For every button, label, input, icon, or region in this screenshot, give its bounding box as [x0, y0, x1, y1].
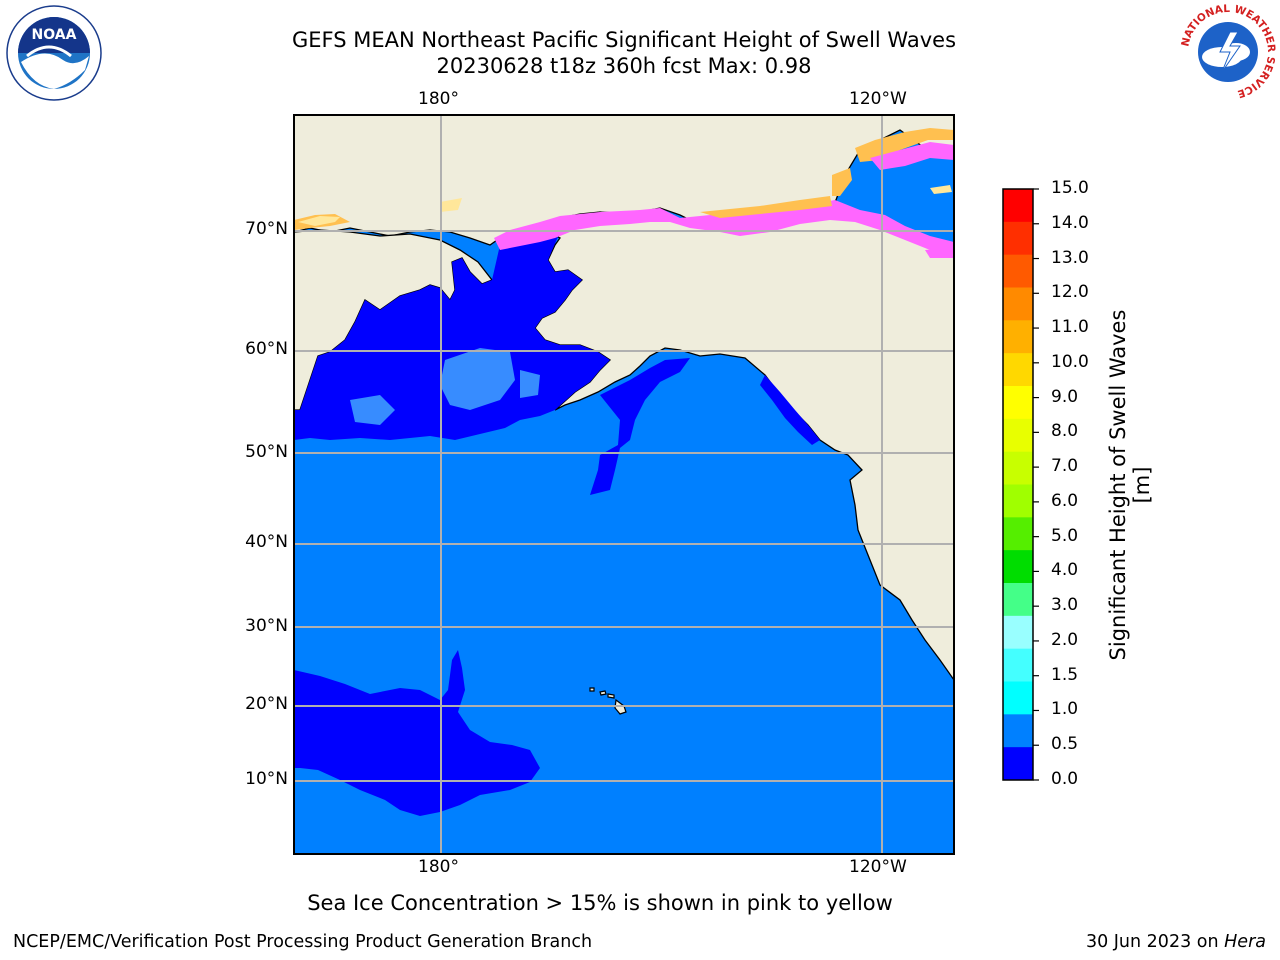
colorbar-frame	[1002, 188, 1034, 781]
colorbar-segment	[1003, 615, 1033, 650]
lat-label: 60°N	[245, 339, 288, 359]
colorbar-tick-label: 13.0	[1051, 247, 1089, 268]
lon-label-top: 180°	[418, 89, 459, 109]
colorbar-tick-label: 3.0	[1051, 595, 1079, 616]
date-machine: Hera	[1224, 932, 1266, 952]
chart-subtitle: 20230628 t18z 360h fcst Max: 0.98	[436, 54, 812, 78]
colorbar-segment	[1003, 287, 1033, 321]
chart-title: GEFS MEAN Northeast Pacific Significant …	[291, 28, 957, 52]
tropical-low	[294, 650, 540, 816]
colorbar-segment	[1003, 714, 1033, 748]
sea-light-patches	[350, 348, 540, 425]
sea-ice-pink-north	[870, 142, 954, 258]
colorbar-tick-label: 1.0	[1051, 699, 1079, 720]
colorbar-tick-label: 4.0	[1051, 560, 1079, 581]
credit-text: NCEP/EMC/Verification Post Processing Pr…	[13, 932, 593, 952]
lat-label: 10°N	[245, 769, 288, 789]
colorbar-segment	[1003, 353, 1033, 387]
coast-strip-low	[760, 375, 820, 445]
lat-label: 50°N	[245, 442, 288, 462]
date-prefix: 30 Jun 2023 on	[1085, 932, 1225, 952]
colorbar-tick-label: 2.0	[1051, 629, 1079, 650]
sea-ice-edge	[294, 128, 954, 230]
colorbar-segment	[1003, 451, 1033, 485]
colorbar-tick-label: 11.0	[1051, 317, 1089, 338]
sea-ice-arctic	[494, 200, 954, 255]
colorbar-tick-label: 7.0	[1051, 456, 1079, 477]
lat-label: 70°N	[245, 219, 288, 239]
colorbar-segment	[1003, 583, 1033, 617]
gulf-alaska-low	[590, 358, 690, 495]
lat-label: 40°N	[245, 532, 288, 552]
nws-logo: NATIONAL WEATHER SERVICE	[1179, 3, 1277, 100]
lon-label-top: 120°W	[849, 89, 907, 109]
lon-label-bottom: 180°	[418, 857, 459, 877]
colorbar-tick-label: 6.0	[1051, 490, 1079, 511]
map-frame	[293, 114, 955, 855]
colorbar-segment	[1003, 550, 1033, 584]
colorbar-tick-label: 12.0	[1051, 282, 1089, 303]
colorbar	[1003, 188, 1039, 781]
colorbar-segment	[1003, 189, 1033, 223]
lat-label: 20°N	[245, 694, 288, 714]
colorbar-segment	[1003, 484, 1033, 518]
colorbar-title: Significant Height of Swell Waves [m]	[1106, 309, 1154, 661]
map-gridlines	[294, 115, 954, 854]
colorbar-segment	[1003, 747, 1033, 781]
lon-label-bottom: 120°W	[849, 857, 907, 877]
hawaii-islands	[589, 687, 627, 715]
lat-label: 30°N	[245, 616, 288, 636]
colorbar-tick-label: 0.5	[1051, 734, 1079, 755]
date-text: 30 Jun 2023 on Hera	[1086, 932, 1266, 952]
colorbar-tick-label: 10.0	[1051, 351, 1089, 372]
colorbar-segment	[1003, 386, 1033, 420]
sea-ice-note: Sea Ice Concentration > 15% is shown in …	[307, 891, 893, 915]
colorbar-tick-label: 15.0	[1051, 178, 1089, 198]
colorbar-segment	[1003, 648, 1033, 682]
colorbar-tick-label: 1.5	[1051, 664, 1079, 685]
noaa-logo: NOAA	[6, 5, 102, 101]
colorbar-tick-label: 8.0	[1051, 421, 1079, 442]
colorbar-tick-label: 0.0	[1051, 769, 1079, 789]
colorbar-segment	[1003, 418, 1033, 453]
colorbar-segment	[1003, 221, 1033, 256]
colorbar-tick-label: 5.0	[1051, 525, 1079, 546]
noaa-logo-text: NOAA	[32, 27, 77, 43]
colorbar-segment	[1003, 681, 1033, 715]
colorbar-segment	[1003, 517, 1033, 551]
colorbar-tick-label: 9.0	[1051, 386, 1079, 407]
colorbar-segment	[1003, 320, 1033, 354]
colorbar-segment	[1003, 254, 1033, 288]
colorbar-tick-label: 14.0	[1051, 212, 1089, 233]
